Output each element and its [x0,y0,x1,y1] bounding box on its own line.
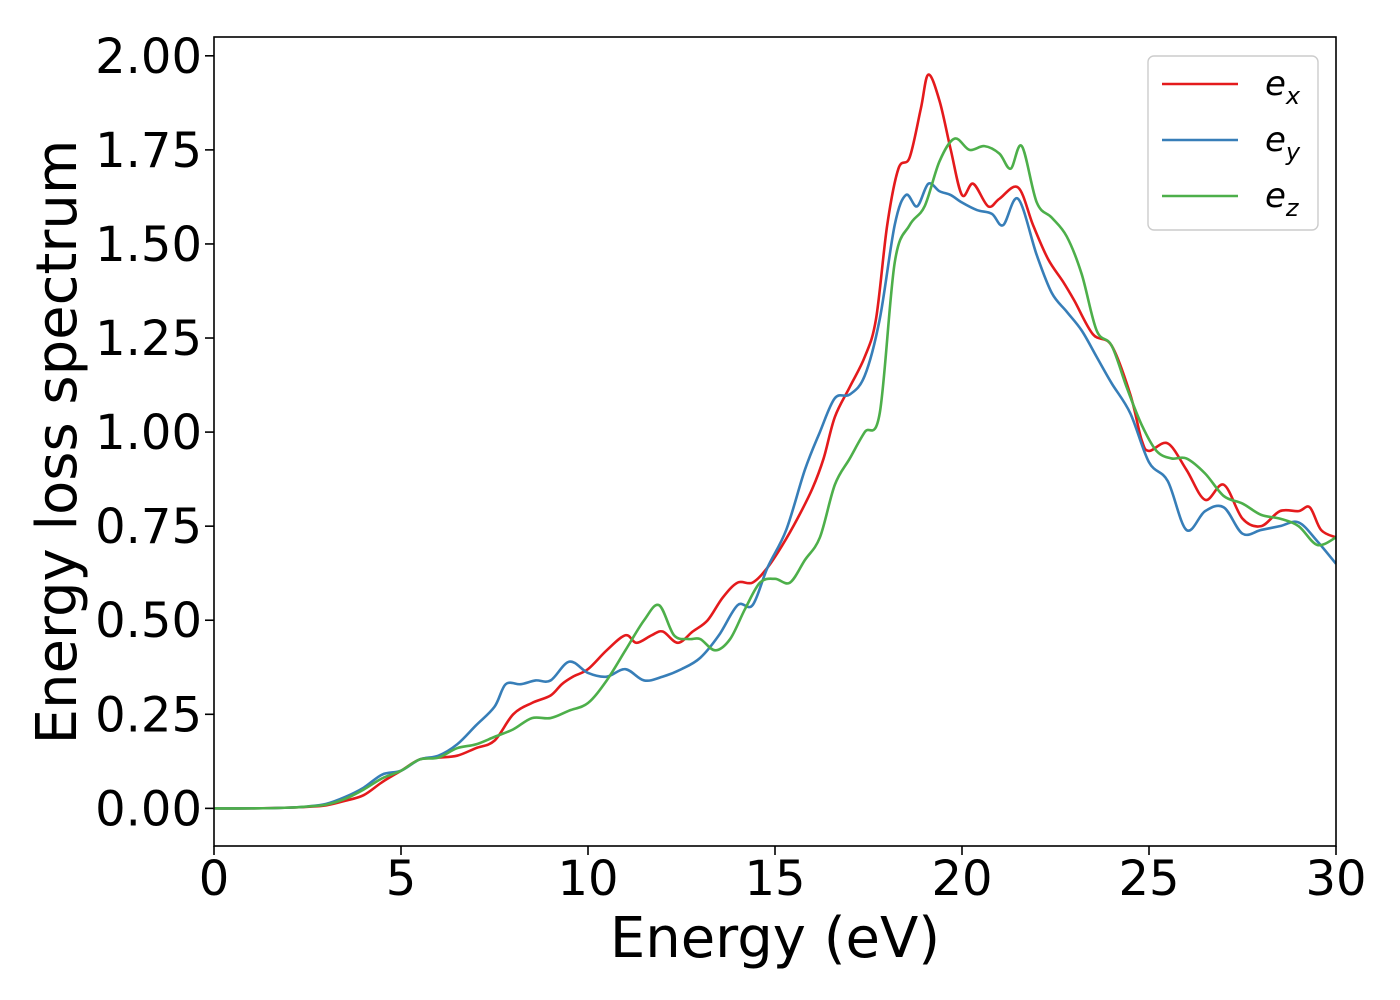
series-line-z [214,137,1336,810]
x-tick-label: 5 [386,851,417,907]
x-tick-label: 0 [199,851,230,907]
legend: ex ey ez [1147,55,1319,231]
series-line-x [214,73,1336,810]
x-tick-label: 15 [744,851,805,907]
y-tick-label: 1.25 [95,311,202,367]
legend-label-y: ey [1265,120,1301,166]
y-axis-label: Energy loss spectrum [25,140,90,745]
legend-label-z: ez [1265,176,1300,222]
legend-box [1147,55,1319,231]
y-tick-label: 1.75 [95,123,202,179]
y-tick-label: 0.00 [95,781,202,837]
series-line-y [214,182,1336,810]
y-tick-label: 0.75 [95,499,202,555]
x-tick-label: 30 [1305,851,1366,907]
x-tick-label: 25 [1118,851,1179,907]
y-tick-label: 1.00 [95,405,202,461]
y-tick-label: 0.25 [95,687,202,743]
x-tick-label: 20 [931,851,992,907]
y-tick-label: 2.00 [95,29,202,85]
y-tick-label: 0.50 [95,593,202,649]
x-tick-label: 10 [557,851,618,907]
x-axis-label: Energy (eV) [610,906,940,971]
x-axis-ticks: 0 5 10 15 20 25 30 [199,846,1367,907]
y-tick-label: 1.50 [95,217,202,273]
plot-area [213,36,1337,847]
y-axis-ticks: 0.00 0.25 0.50 0.75 1.00 1.25 1.50 1.75 2.00 [95,29,214,837]
legend-label-x: ex [1265,64,1301,110]
